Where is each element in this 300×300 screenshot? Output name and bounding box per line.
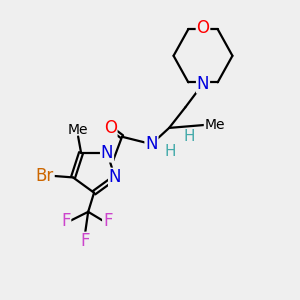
Text: N: N xyxy=(145,135,158,153)
Text: Me: Me xyxy=(205,118,225,132)
Text: O: O xyxy=(104,119,117,137)
Text: N: N xyxy=(101,144,113,162)
Text: F: F xyxy=(103,212,112,230)
Text: H: H xyxy=(165,144,176,159)
Text: N: N xyxy=(109,168,121,186)
Text: Br: Br xyxy=(36,167,54,185)
Text: H: H xyxy=(184,129,195,144)
Text: N: N xyxy=(197,75,209,93)
Text: Me: Me xyxy=(68,123,88,136)
Text: O: O xyxy=(196,19,209,37)
Text: F: F xyxy=(61,212,70,230)
Text: F: F xyxy=(80,232,90,250)
